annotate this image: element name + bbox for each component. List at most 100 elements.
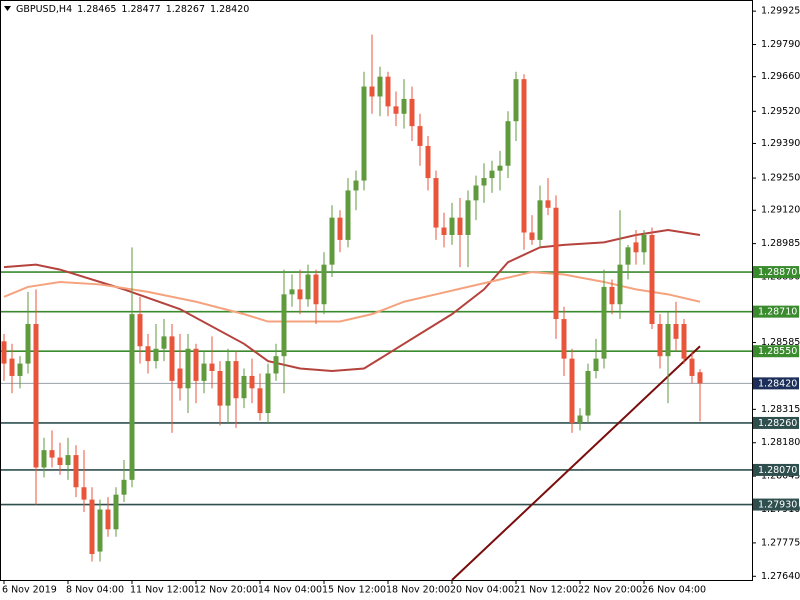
menu-triangle[interactable] bbox=[4, 6, 11, 11]
header-value: 1.28465 bbox=[77, 4, 116, 15]
candle-body bbox=[41, 450, 47, 468]
candle-body bbox=[665, 324, 671, 357]
candle-body bbox=[193, 348, 199, 381]
header-value: 1.28477 bbox=[121, 4, 160, 15]
level-label-box bbox=[753, 266, 799, 279]
candle-body bbox=[81, 487, 87, 500]
candle-body bbox=[457, 217, 463, 235]
y-tick-label: 1.28045 bbox=[761, 471, 800, 482]
candle-body bbox=[265, 373, 271, 414]
y-tick-label: 1.29660 bbox=[761, 71, 800, 82]
x-tick-label: 22 Nov 20:00 bbox=[578, 585, 642, 596]
candle-body bbox=[505, 121, 511, 166]
candle-body bbox=[281, 294, 287, 357]
candle-body bbox=[553, 207, 559, 320]
candle-body bbox=[369, 86, 375, 97]
candle-body bbox=[481, 178, 487, 186]
x-tick-label: 12 Nov 20:00 bbox=[194, 585, 258, 596]
candle-body bbox=[593, 358, 599, 372]
candle-body bbox=[385, 76, 391, 107]
x-tick-label: 6 Nov 2019 bbox=[2, 585, 57, 596]
level-label: 1.28420 bbox=[758, 378, 797, 389]
level-label-box bbox=[753, 416, 799, 429]
candle-body bbox=[65, 455, 71, 465]
candle-body bbox=[465, 200, 471, 235]
candle-body bbox=[217, 371, 223, 406]
candle-body bbox=[201, 363, 207, 381]
symbol: GBPUSD,H4 bbox=[16, 4, 72, 15]
candle-body bbox=[601, 286, 607, 359]
candle-body bbox=[337, 217, 343, 240]
candle-body bbox=[17, 363, 23, 376]
y-tick-label: 1.27775 bbox=[761, 537, 800, 548]
level-label: 1.28710 bbox=[758, 307, 797, 318]
level-label: 1.27930 bbox=[758, 500, 797, 511]
candle-body bbox=[329, 217, 335, 265]
y-tick-label: 1.28985 bbox=[761, 238, 800, 249]
candle-body bbox=[321, 264, 327, 305]
candle-body bbox=[649, 234, 655, 325]
candle-body bbox=[105, 509, 111, 530]
candle-body bbox=[441, 227, 447, 235]
level-label: 1.28550 bbox=[758, 346, 797, 357]
level-label: 1.28870 bbox=[758, 267, 797, 278]
candle-body bbox=[353, 180, 359, 191]
moving-average bbox=[3, 271, 701, 323]
y-tick-label: 1.29925 bbox=[761, 6, 800, 17]
candle-body bbox=[393, 106, 399, 114]
candle-body bbox=[609, 286, 615, 305]
candle-body bbox=[305, 274, 311, 300]
candle-body bbox=[417, 126, 423, 146]
candle-body bbox=[377, 76, 383, 97]
candle-body bbox=[577, 415, 583, 423]
y-tick-label: 1.29250 bbox=[761, 173, 800, 184]
candle-body bbox=[681, 324, 687, 359]
candle-body bbox=[57, 457, 63, 465]
x-tick-label: 15 Nov 12:00 bbox=[322, 585, 386, 596]
candle-body bbox=[449, 217, 455, 235]
candle-body bbox=[617, 264, 623, 305]
candle-body bbox=[561, 319, 567, 359]
level-label-box bbox=[753, 463, 799, 476]
candle-body bbox=[513, 79, 519, 122]
candle-body bbox=[585, 371, 591, 416]
candle-body bbox=[697, 372, 703, 384]
candle-body bbox=[129, 314, 135, 480]
candle-body bbox=[473, 185, 479, 201]
candle-body bbox=[249, 375, 255, 389]
candle-body bbox=[89, 499, 95, 555]
header: GBPUSD,H4 1.28465 1.28477 1.28267 1.28420 bbox=[16, 4, 249, 15]
candle-body bbox=[185, 348, 191, 389]
candle-body bbox=[153, 348, 159, 362]
candle-body bbox=[537, 200, 543, 240]
x-tick-label: 14 Nov 04:00 bbox=[258, 585, 322, 596]
candle-body bbox=[633, 242, 639, 253]
candle-body bbox=[169, 336, 175, 381]
candle-body bbox=[625, 247, 631, 265]
y-tick-label: 1.29120 bbox=[761, 205, 800, 216]
candle-body bbox=[257, 388, 263, 414]
moving-average bbox=[3, 229, 701, 373]
candle-body bbox=[33, 324, 39, 468]
candle-body bbox=[673, 324, 679, 339]
y-tick-label: 1.28315 bbox=[761, 404, 800, 415]
candle-body bbox=[1, 341, 7, 364]
candle-body bbox=[121, 479, 127, 495]
candle-body bbox=[9, 358, 15, 376]
candle-body bbox=[273, 356, 279, 374]
candle-body bbox=[113, 494, 119, 530]
plot-frame bbox=[0, 0, 753, 581]
y-tick-label: 1.29520 bbox=[761, 106, 800, 117]
candle-body bbox=[177, 368, 183, 389]
x-tick-label: 20 Nov 04:00 bbox=[450, 585, 514, 596]
candle-body bbox=[233, 361, 239, 399]
header-value: 1.28267 bbox=[166, 4, 205, 15]
candle-body bbox=[401, 98, 407, 114]
candle-body bbox=[521, 79, 527, 233]
y-tick-label: 1.28585 bbox=[761, 337, 800, 348]
candle-body bbox=[689, 358, 695, 376]
candle-body bbox=[641, 234, 647, 253]
trendline bbox=[451, 345, 701, 581]
y-tick-label: 1.29390 bbox=[761, 138, 800, 149]
